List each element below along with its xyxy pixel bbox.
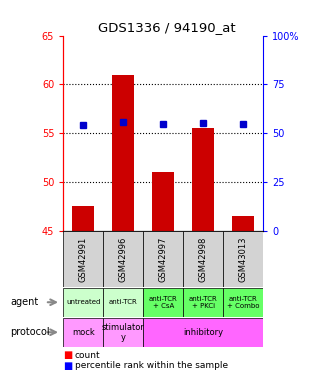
- Text: GDS1336 / 94190_at: GDS1336 / 94190_at: [98, 21, 235, 34]
- Text: inhibitory: inhibitory: [183, 328, 223, 337]
- Text: anti-TCR
+ CsA: anti-TCR + CsA: [149, 296, 177, 309]
- Text: ■: ■: [63, 350, 73, 360]
- Text: GSM42997: GSM42997: [159, 237, 168, 282]
- Text: anti-TCR
+ PKCi: anti-TCR + PKCi: [189, 296, 217, 309]
- Bar: [143, 288, 183, 317]
- Text: GSM42998: GSM42998: [198, 237, 208, 282]
- Bar: [103, 231, 143, 287]
- Text: ■: ■: [63, 361, 73, 370]
- Bar: [63, 318, 103, 347]
- Bar: [143, 231, 183, 287]
- Text: GSM43013: GSM43013: [238, 236, 248, 282]
- Text: anti-TCR
+ Combo: anti-TCR + Combo: [227, 296, 259, 309]
- Text: percentile rank within the sample: percentile rank within the sample: [75, 361, 228, 370]
- Bar: [223, 288, 263, 317]
- Text: anti-TCR: anti-TCR: [109, 299, 138, 305]
- Text: mock: mock: [72, 328, 95, 337]
- Text: GSM42996: GSM42996: [119, 237, 128, 282]
- Bar: [143, 318, 263, 347]
- Bar: [63, 231, 103, 287]
- Bar: [112, 75, 134, 231]
- Text: protocol: protocol: [10, 327, 50, 337]
- Bar: [232, 216, 254, 231]
- Bar: [192, 128, 214, 231]
- Bar: [103, 288, 143, 317]
- Bar: [183, 288, 223, 317]
- Bar: [63, 288, 103, 317]
- Text: count: count: [75, 351, 101, 360]
- Bar: [152, 172, 174, 231]
- Text: GSM42991: GSM42991: [79, 237, 88, 282]
- Bar: [223, 231, 263, 287]
- Bar: [183, 231, 223, 287]
- Text: agent: agent: [10, 297, 38, 307]
- Text: stimulator
y: stimulator y: [102, 322, 145, 342]
- Bar: [72, 206, 94, 231]
- Text: untreated: untreated: [66, 299, 101, 305]
- Bar: [103, 318, 143, 347]
